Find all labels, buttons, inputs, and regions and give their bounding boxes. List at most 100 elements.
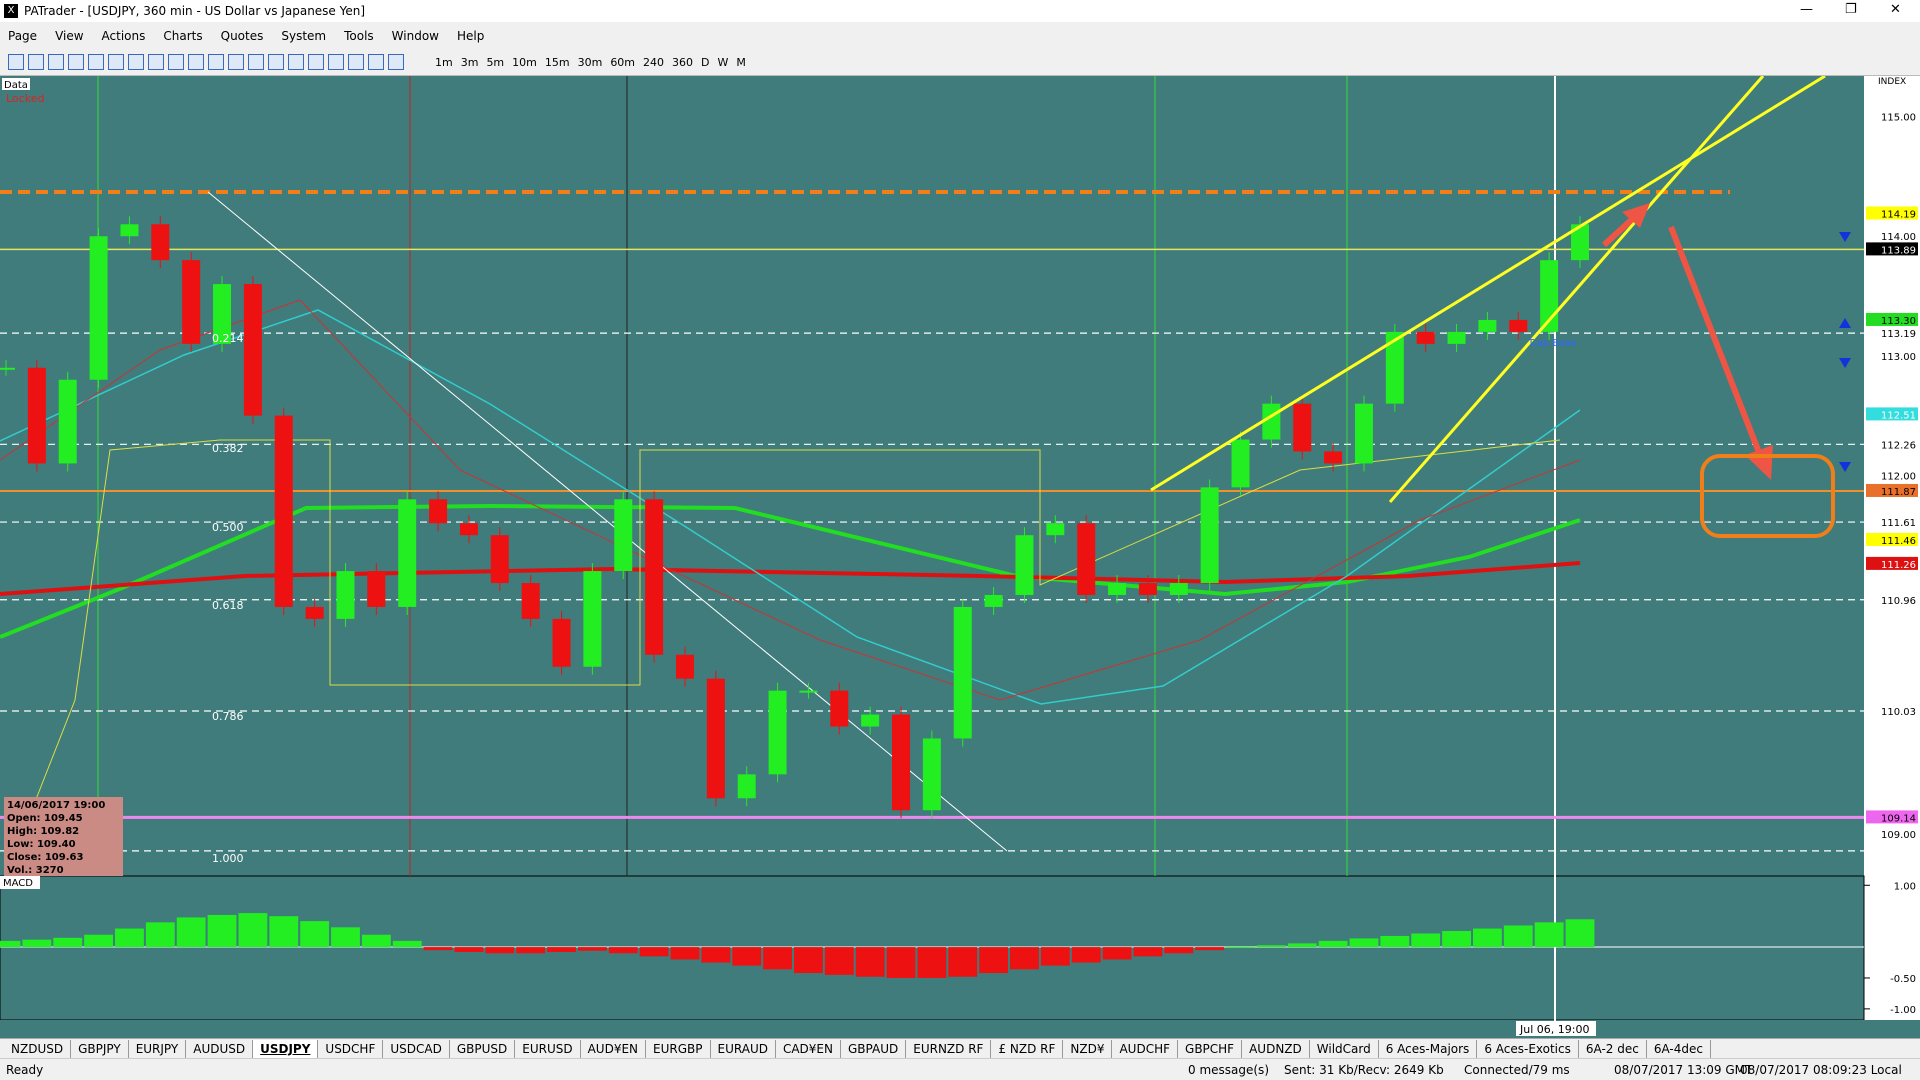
symbol-tab[interactable]: GBPUSD <box>450 1039 516 1058</box>
highlight-box <box>1700 454 1835 538</box>
tool-icon[interactable] <box>8 54 24 70</box>
candle <box>1385 331 1404 404</box>
symbol-tab[interactable]: AUDUSD <box>186 1039 254 1058</box>
ohlc-text: 14/06/2017 19:00 <box>7 800 105 811</box>
tool-icon[interactable] <box>388 54 404 70</box>
menu-item[interactable]: Help <box>457 28 485 43</box>
macd-bar <box>794 947 823 974</box>
menu-item[interactable]: Quotes <box>220 28 264 43</box>
status-connection: Connected/79 ms <box>1464 1062 1570 1077</box>
timeframe-button[interactable]: 3m <box>460 55 479 69</box>
tool-icon[interactable] <box>308 54 324 70</box>
tool-icon[interactable] <box>208 54 224 70</box>
timeframe-button[interactable]: 360 <box>672 55 694 69</box>
menu-item[interactable]: Window <box>391 28 439 43</box>
timeframe-button[interactable]: 240 <box>643 55 665 69</box>
menu-item[interactable]: Actions <box>101 28 146 43</box>
tool-icon[interactable] <box>268 54 284 70</box>
symbol-tab[interactable]: GBPCHF <box>1178 1039 1243 1058</box>
candle <box>1324 451 1343 464</box>
timeframe-button[interactable]: M <box>736 55 746 69</box>
symbol-tab[interactable]: WildCard <box>1310 1039 1379 1058</box>
symbol-tab[interactable]: EURUSD <box>515 1039 581 1058</box>
symbol-tab[interactable]: EURAUD <box>711 1039 776 1058</box>
app-icon: X <box>4 4 18 18</box>
price-label-bg <box>1866 109 1918 123</box>
symbol-tab[interactable]: AUD¥EN <box>581 1039 647 1058</box>
candle <box>830 690 849 727</box>
tool-icon[interactable] <box>148 54 164 70</box>
tool-icon[interactable] <box>48 54 64 70</box>
maximize-button[interactable]: ❐ <box>1845 2 1857 17</box>
macd-bar <box>701 947 731 963</box>
timeframe-button[interactable]: 30m <box>577 55 603 69</box>
price-label-bg <box>1866 483 1918 497</box>
tool-icon[interactable] <box>108 54 124 70</box>
menu-item[interactable]: View <box>55 28 84 43</box>
menu-item[interactable]: Charts <box>163 28 203 43</box>
menu-item[interactable]: System <box>281 28 327 43</box>
symbol-tab[interactable]: 6A-4dec <box>1647 1039 1711 1058</box>
menu-item[interactable]: Page <box>8 28 38 43</box>
window-title: PATrader - [USDJPY, 360 min - US Dollar … <box>24 4 366 18</box>
timeframe-button[interactable]: W <box>717 55 729 69</box>
tool-icon[interactable] <box>288 54 304 70</box>
macd-bar <box>1287 943 1317 948</box>
symbol-tab[interactable]: USDCHF <box>318 1039 384 1058</box>
timeframe-button[interactable]: 5m <box>486 55 505 69</box>
symbol-tab[interactable]: CAD¥EN <box>776 1039 841 1058</box>
tool-icon[interactable] <box>228 54 244 70</box>
macd-bar <box>1010 947 1039 970</box>
timeframe-button[interactable]: 10m <box>512 55 537 69</box>
price-label: 113.89 <box>1881 245 1916 256</box>
minimize-button[interactable]: — <box>1800 2 1813 17</box>
status-messages: 0 message(s) <box>1188 1062 1269 1077</box>
symbol-tab[interactable]: 6A-2 dec <box>1579 1039 1647 1058</box>
index-label: INDEX <box>1878 77 1906 87</box>
tool-icon[interactable] <box>68 54 84 70</box>
symbol-tab[interactable]: EURJPY <box>129 1039 187 1058</box>
candle <box>675 654 694 679</box>
symbol-tab[interactable]: NZD¥ <box>1063 1039 1113 1058</box>
candle <box>706 678 725 799</box>
timeframe-button[interactable]: 60m <box>610 55 636 69</box>
symbol-tab[interactable]: EURNZD RF <box>906 1039 992 1058</box>
status-bar: Ready 0 message(s) Sent: 31 Kb/Recv: 264… <box>0 1058 1920 1080</box>
symbol-tab[interactable]: AUDNZD <box>1242 1039 1310 1058</box>
tool-icon[interactable] <box>348 54 364 70</box>
symbol-tab[interactable]: 6 Aces-Exotics <box>1477 1039 1579 1058</box>
symbol-tab[interactable]: AUDCHF <box>1112 1039 1179 1058</box>
menu-item[interactable]: Tools <box>344 28 374 43</box>
candle <box>1354 403 1373 464</box>
macd-bar <box>979 947 1009 974</box>
fib-label: 0.786 <box>212 710 244 723</box>
price-label: 111.26 <box>1881 560 1916 571</box>
timeframe-button[interactable]: 15m <box>544 55 570 69</box>
tool-icon[interactable] <box>368 54 384 70</box>
price-label-bg <box>1866 515 1918 529</box>
tool-icon[interactable] <box>328 54 344 70</box>
data-label-bg <box>2 78 30 90</box>
tool-icon[interactable] <box>188 54 204 70</box>
tool-icon[interactable] <box>88 54 104 70</box>
symbol-tab[interactable]: USDCAD <box>383 1039 450 1058</box>
price-label-bg <box>1866 437 1918 451</box>
timeframe-button[interactable]: D <box>701 55 710 69</box>
symbol-tab[interactable]: GBPAUD <box>841 1039 907 1058</box>
timeframe-button[interactable]: 1m <box>435 55 453 69</box>
status-traffic: Sent: 31 Kb/Recv: 2649 Kb <box>1284 1062 1444 1077</box>
tool-icon[interactable] <box>128 54 144 70</box>
symbol-tab[interactable]: USDJPY <box>253 1039 319 1058</box>
signal-arrows <box>1839 232 1851 472</box>
tool-icon[interactable] <box>168 54 184 70</box>
arrow-icon <box>1839 462 1851 472</box>
symbol-tab[interactable]: NZDUSD <box>4 1039 72 1058</box>
price-label-bg <box>1866 827 1918 841</box>
symbol-tab[interactable]: £ NZD RF <box>991 1039 1064 1058</box>
symbol-tab[interactable]: EURGBP <box>646 1039 711 1058</box>
tool-icon[interactable] <box>28 54 44 70</box>
symbol-tab[interactable]: 6 Aces-Majors <box>1379 1039 1478 1058</box>
tool-icon[interactable] <box>248 54 264 70</box>
close-button[interactable]: ✕ <box>1890 2 1901 17</box>
symbol-tab[interactable]: GBPJPY <box>71 1039 129 1058</box>
